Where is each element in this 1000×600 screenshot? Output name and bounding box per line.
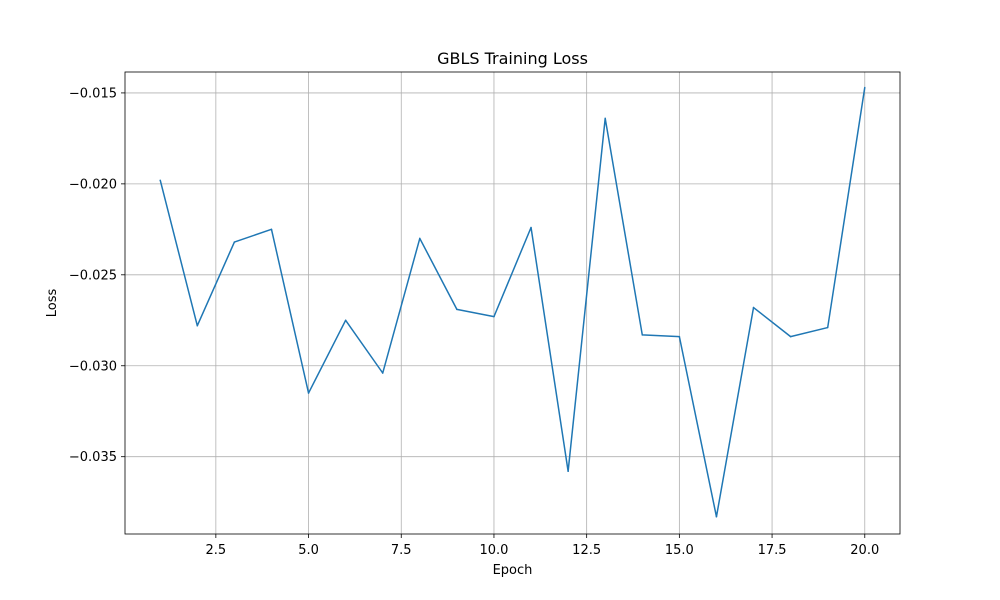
loss-data-point: [419, 237, 421, 240]
loss-series-line: [159, 87, 866, 518]
x-tick-label: 7.5: [391, 543, 412, 558]
chart-title: GBLS Training Loss: [437, 49, 588, 68]
x-tick-label: 12.5: [572, 543, 601, 558]
loss-data-point: [270, 228, 273, 231]
loss-data-point: [381, 372, 384, 374]
loss-data-point: [456, 308, 458, 311]
loss-data-point: [789, 335, 792, 338]
x-axis-label: Epoch: [493, 563, 533, 578]
y-tick-label: −0.015: [69, 86, 117, 101]
x-axis-ticks: 2.5 5.0 7.5 10.0 12.5 15.0 17.5 20.0: [206, 534, 879, 558]
loss-data-point: [307, 392, 310, 394]
loss-data-point: [530, 226, 532, 229]
x-tick-label: 5.0: [298, 543, 319, 558]
y-axis-ticks: −0.035 −0.030 −0.025 −0.020 −0.015: [69, 86, 125, 465]
loss-data-point: [604, 117, 606, 120]
y-axis-label: Loss: [45, 289, 60, 318]
loss-data-point: [344, 319, 347, 322]
plot-frame: [124, 71, 901, 535]
loss-data-point: [826, 326, 829, 329]
x-tick-label: 2.5: [206, 543, 227, 558]
y-tick-label: −0.030: [69, 359, 117, 374]
series-layer: [159, 86, 866, 518]
loss-data-point: [159, 179, 161, 181]
grid-lines: [125, 72, 900, 534]
y-tick-label: −0.025: [69, 268, 117, 283]
loss-data-point: [864, 86, 866, 89]
x-tick-label: 20.0: [850, 543, 879, 558]
loss-data-point: [196, 324, 199, 327]
loss-data-point: [567, 470, 569, 472]
x-tick-label: 10.0: [479, 543, 508, 558]
loss-data-point: [233, 241, 236, 243]
loss-data-point: [678, 335, 681, 338]
loss-data-point: [641, 334, 644, 336]
y-tick-label: −0.035: [69, 450, 117, 465]
x-tick-label: 15.0: [665, 543, 694, 558]
loss-data-point: [752, 306, 755, 309]
loss-data-point: [715, 515, 718, 518]
loss-data-point: [493, 315, 495, 318]
y-tick-label: −0.020: [69, 177, 117, 192]
x-tick-label: 17.5: [758, 543, 787, 558]
